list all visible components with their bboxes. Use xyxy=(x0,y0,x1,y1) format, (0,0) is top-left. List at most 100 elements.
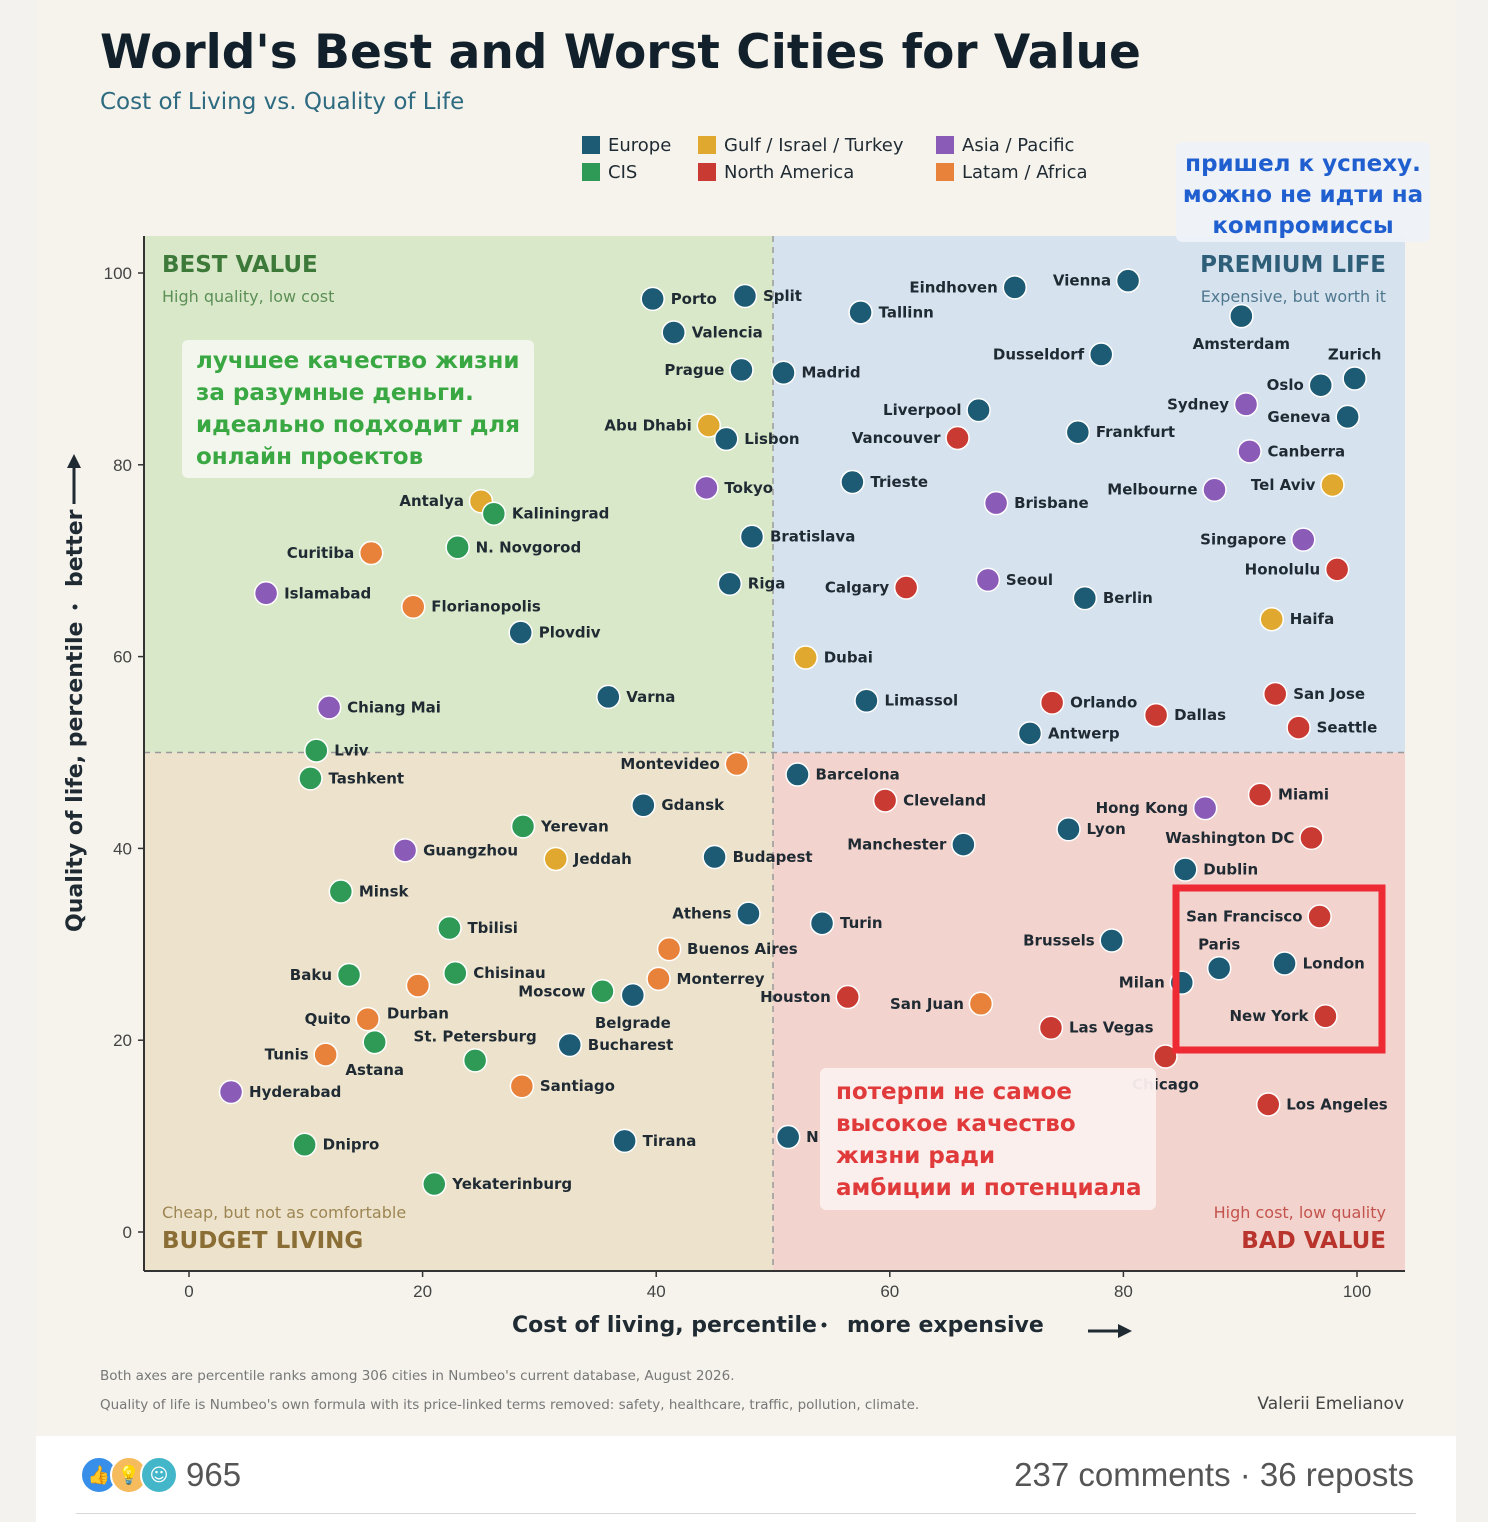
point-islamabad xyxy=(253,581,279,606)
point-label: Buenos Aires xyxy=(687,940,798,958)
x-tick-label: 0 xyxy=(184,1282,193,1301)
point-label: St. Petersburg xyxy=(414,1027,537,1045)
x-axis-separator-dot xyxy=(821,1322,827,1328)
premium-note-line: компромиссы xyxy=(1212,213,1393,239)
point-label: Baku xyxy=(290,966,332,984)
point-label: Yerevan xyxy=(540,817,609,835)
y-axis-title-group: Quality of life, percentile better xyxy=(63,454,88,932)
point-label: Durban xyxy=(387,1005,449,1023)
point-label: Seattle xyxy=(1317,719,1378,737)
highlight-box xyxy=(1172,884,1386,1054)
point-brussels xyxy=(1099,928,1124,953)
point-label: Astana xyxy=(345,1061,404,1079)
point-zurich xyxy=(1342,366,1367,391)
point-st-petersburg xyxy=(462,1048,488,1073)
legend-swatch-asia xyxy=(936,136,954,154)
point-label: Lisbon xyxy=(744,430,799,448)
best-value-note-line: онлайн проектов xyxy=(196,444,423,470)
point-label: Antalya xyxy=(399,492,464,510)
best-value-note-box xyxy=(182,340,534,478)
point-durban xyxy=(405,973,431,998)
point-guangzhou xyxy=(392,838,418,863)
point-quito xyxy=(355,1006,380,1032)
bad-value-note-line: жизни ради xyxy=(836,1143,995,1169)
post-card: World's Best and Worst Cities for Value … xyxy=(36,0,1456,1522)
point-geneva xyxy=(1335,404,1360,430)
point-seattle xyxy=(1286,715,1311,740)
footnote-2: Quality of life is Numbeo's own formula … xyxy=(100,1397,919,1413)
point-label: Tbilisi xyxy=(467,919,517,937)
point-label: Kaliningrad xyxy=(512,505,610,523)
reactions[interactable]: 👍 💡 ☺ 965 xyxy=(80,1456,241,1494)
point-belgrade xyxy=(620,982,646,1008)
point-baku xyxy=(336,962,362,988)
quadrant-subtitle-top_left: High quality, low cost xyxy=(162,287,334,306)
bad-value-note-box xyxy=(820,1068,1156,1210)
point-san-jose xyxy=(1262,681,1288,707)
y-arrowhead-icon xyxy=(67,454,81,468)
point-melbourne xyxy=(1202,477,1227,502)
point-n-novgorod xyxy=(445,535,470,560)
point-label: London xyxy=(1303,954,1365,972)
point-label: Manchester xyxy=(847,836,947,854)
point-label: Bratislava xyxy=(770,528,855,546)
y-tick-label: 100 xyxy=(104,264,132,283)
point-valencia xyxy=(661,320,686,345)
point-madrid xyxy=(771,360,796,385)
y-axis-separator-dot xyxy=(72,604,78,610)
legend-swatch-europe xyxy=(582,136,600,154)
point-label: Washington DC xyxy=(1165,829,1294,847)
y-tick-label: 20 xyxy=(113,1031,132,1050)
point-singapore xyxy=(1291,527,1316,552)
point-yerevan xyxy=(510,814,536,839)
engagement-stats[interactable]: 237 comments · 36 reposts xyxy=(1014,1456,1414,1493)
point-label: Cleveland xyxy=(903,791,986,809)
footnote-1: Both axes are percentile ranks among 306… xyxy=(100,1368,735,1384)
point-tbilisi xyxy=(437,915,462,941)
point-label: Limassol xyxy=(884,692,958,710)
point-dnipro xyxy=(292,1132,317,1157)
point-label: Geneva xyxy=(1267,408,1330,426)
point-label: Miami xyxy=(1278,786,1329,804)
point-bucharest xyxy=(557,1032,583,1058)
social-bar: 👍 💡 ☺ 965 237 comments · 36 reposts xyxy=(36,1436,1456,1516)
point-label: Singapore xyxy=(1200,531,1286,549)
y-axis-suffix: better xyxy=(63,509,88,587)
point-budapest xyxy=(702,844,727,870)
point-label: Brisbane xyxy=(1014,494,1089,512)
best-value-note-line: идеально подходит для xyxy=(196,412,520,438)
point-dusseldorf xyxy=(1088,342,1114,367)
point-frankfurt xyxy=(1065,419,1091,445)
point-label: Canberra xyxy=(1268,442,1346,460)
point-moscow xyxy=(590,979,615,1004)
point-label: Valencia xyxy=(692,323,763,341)
point-label: Vienna xyxy=(1053,272,1111,290)
point-chiang-mai xyxy=(316,695,342,720)
bad-value-note-line: потерпи не самое xyxy=(836,1079,1072,1105)
reaction-count[interactable]: 965 xyxy=(186,1456,242,1493)
point-label: Chisinau xyxy=(473,964,545,982)
chart-subtitle: Cost of Living vs. Quality of Life xyxy=(100,89,464,115)
point-athens xyxy=(736,901,761,926)
point-honolulu xyxy=(1324,557,1350,582)
y-tick-label: 80 xyxy=(113,456,132,475)
point-riga xyxy=(717,571,743,596)
point-prague xyxy=(729,357,754,383)
point-buenos-aires xyxy=(656,936,682,962)
point-n xyxy=(775,1124,801,1150)
point-label: Varna xyxy=(626,688,675,706)
point-astana xyxy=(362,1029,387,1055)
x-tick-label: 80 xyxy=(1114,1282,1133,1301)
chart-footer: Both axes are percentile ranks among 306… xyxy=(100,1368,1404,1414)
premium-note-box xyxy=(1176,142,1430,242)
point-label: Dusseldorf xyxy=(993,346,1085,364)
point-label: Dublin xyxy=(1203,860,1258,878)
point-curitiba xyxy=(358,540,384,566)
bad-value-note-line: высокое качество xyxy=(836,1111,1076,1137)
point-label: Melbourne xyxy=(1107,481,1197,499)
legend-swatch-gulf xyxy=(698,136,716,154)
divider xyxy=(76,1513,1416,1514)
point-label: Florianopolis xyxy=(431,598,541,616)
author-name: Valerii Emelianov xyxy=(1257,1394,1404,1414)
quadrant-subtitle-bottom_left: Cheap, but not as comfortable xyxy=(162,1203,406,1222)
